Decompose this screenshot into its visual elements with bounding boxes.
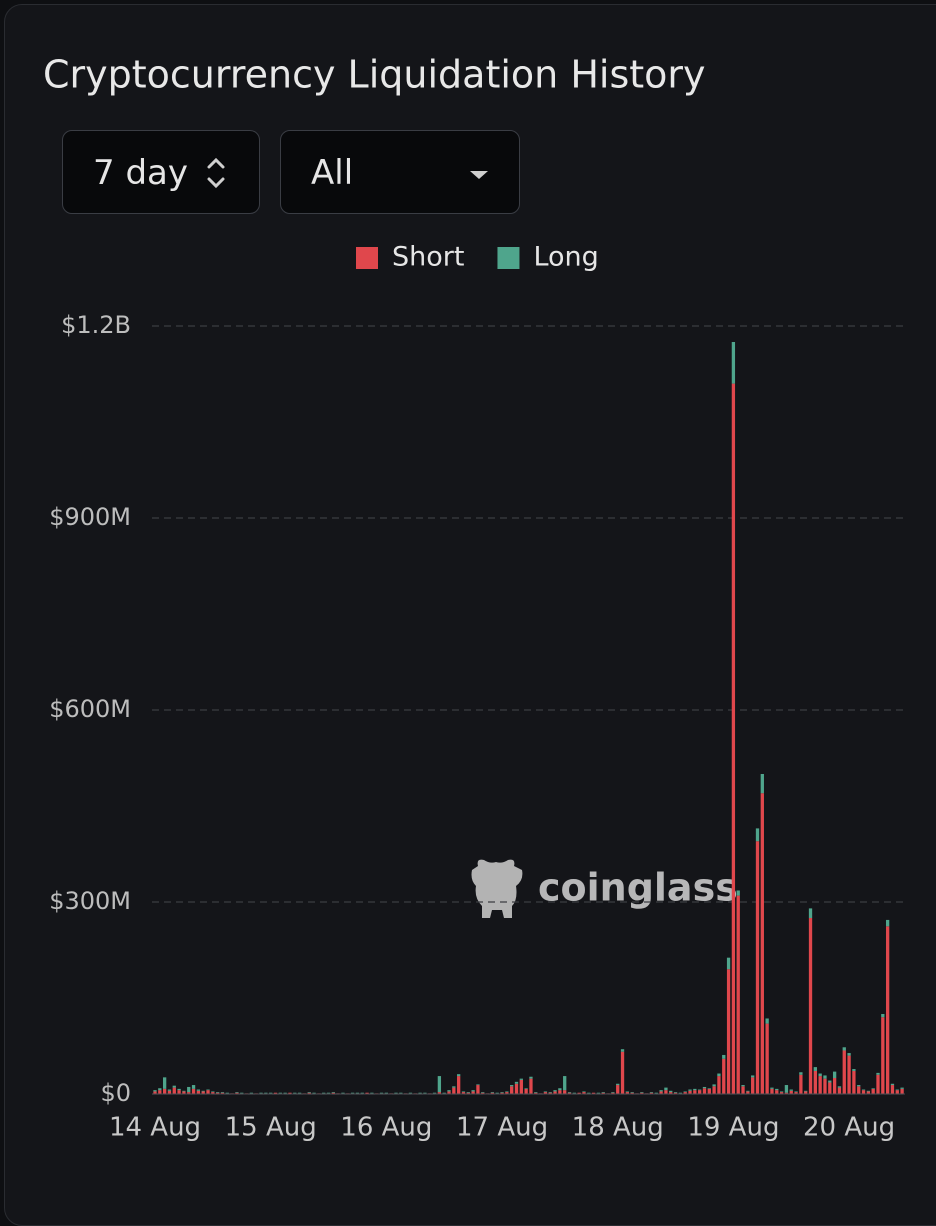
range-value: 7 day xyxy=(93,153,188,193)
range-select[interactable]: 7 day xyxy=(62,130,260,214)
page: 7 day All Cryptocurrency Liquidation His… xyxy=(4,4,936,1226)
updown-icon xyxy=(207,157,225,189)
dropdown-icon xyxy=(470,171,488,179)
filter-select[interactable]: All xyxy=(280,130,520,214)
filter-value: All xyxy=(311,153,354,193)
